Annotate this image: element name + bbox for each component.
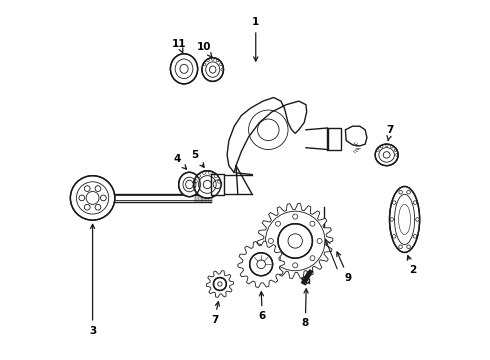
Circle shape: [214, 278, 226, 291]
Ellipse shape: [194, 171, 221, 198]
Text: 11: 11: [172, 39, 186, 53]
Bar: [211, 174, 224, 195]
Text: 8: 8: [302, 289, 309, 328]
Polygon shape: [206, 270, 234, 297]
Text: 3: 3: [89, 224, 96, 336]
Text: 5: 5: [191, 150, 204, 167]
Polygon shape: [227, 98, 307, 173]
Text: 2: 2: [407, 256, 416, 275]
Polygon shape: [345, 126, 367, 146]
Circle shape: [250, 253, 272, 276]
Text: 6: 6: [259, 292, 266, 321]
Ellipse shape: [202, 58, 223, 81]
Text: 10: 10: [196, 42, 212, 57]
Text: 1: 1: [252, 17, 259, 61]
Ellipse shape: [171, 54, 197, 84]
Ellipse shape: [390, 186, 419, 252]
Text: 7: 7: [387, 125, 394, 140]
Text: 9: 9: [337, 252, 352, 283]
Text: 7: 7: [211, 302, 220, 325]
Text: 4: 4: [173, 154, 187, 169]
Ellipse shape: [375, 144, 398, 166]
Bar: [328, 128, 342, 149]
Polygon shape: [258, 203, 333, 279]
Ellipse shape: [179, 172, 200, 197]
Circle shape: [278, 224, 313, 258]
Polygon shape: [238, 241, 285, 287]
Circle shape: [71, 176, 115, 220]
